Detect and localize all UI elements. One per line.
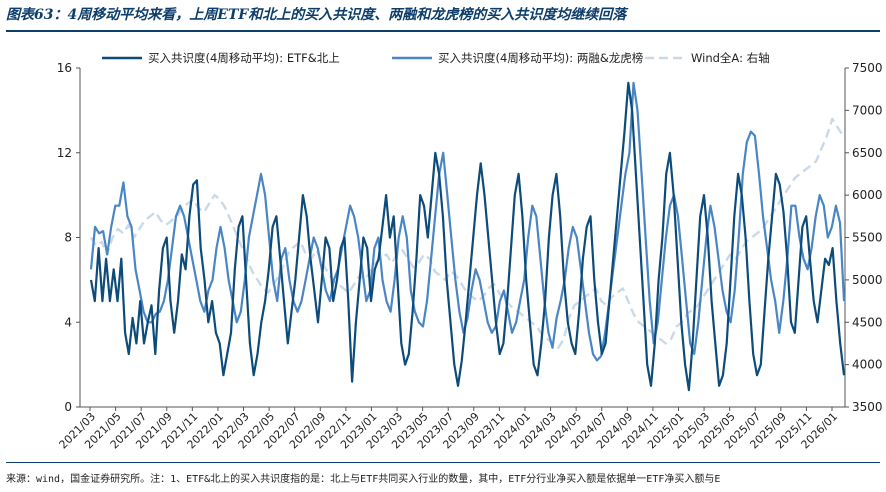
- right-y-tick-label: 3500: [852, 400, 883, 414]
- left-y-tick-label: 4: [64, 315, 72, 329]
- right-y-tick-label: 7500: [852, 61, 883, 75]
- left-y-tick-label: 8: [64, 231, 72, 245]
- title-underline: [6, 30, 880, 32]
- legend-label-2: 买入共识度(4周移动平均): 两融&龙虎榜: [438, 51, 643, 65]
- right-y-tick-label: 5000: [852, 273, 883, 287]
- right-y-tick-label: 7000: [852, 103, 883, 117]
- right-y-tick-label: 6000: [852, 188, 883, 202]
- right-y-tick-label: 4000: [852, 358, 883, 372]
- legend-label-1: 买入共识度(4周移动平均): ETF&北上: [148, 51, 340, 65]
- left-y-tick-label: 0: [64, 400, 72, 414]
- left-y-tick-label: 12: [57, 146, 72, 160]
- footnote-divider: [6, 462, 880, 463]
- series-line-2: [89, 81, 846, 362]
- legend-label-3: Wind全A: 右轴: [691, 51, 770, 65]
- series-line-1: [89, 81, 846, 392]
- chart-title: 图表63：4周移动平均来看，上周ETF和北上的买入共识度、两融和龙虎榜的买入共识…: [6, 7, 627, 23]
- right-y-tick-label: 5500: [852, 231, 883, 245]
- series-line-3: [89, 117, 845, 349]
- right-y-tick-label: 4500: [852, 315, 883, 329]
- right-y-tick-label: 6500: [852, 146, 883, 160]
- source-footnote: 来源：wind，国金证券研究所。注：1、ETF&北上的买入共识度指的是：北上与E…: [6, 474, 721, 485]
- left-y-tick-label: 16: [57, 61, 72, 75]
